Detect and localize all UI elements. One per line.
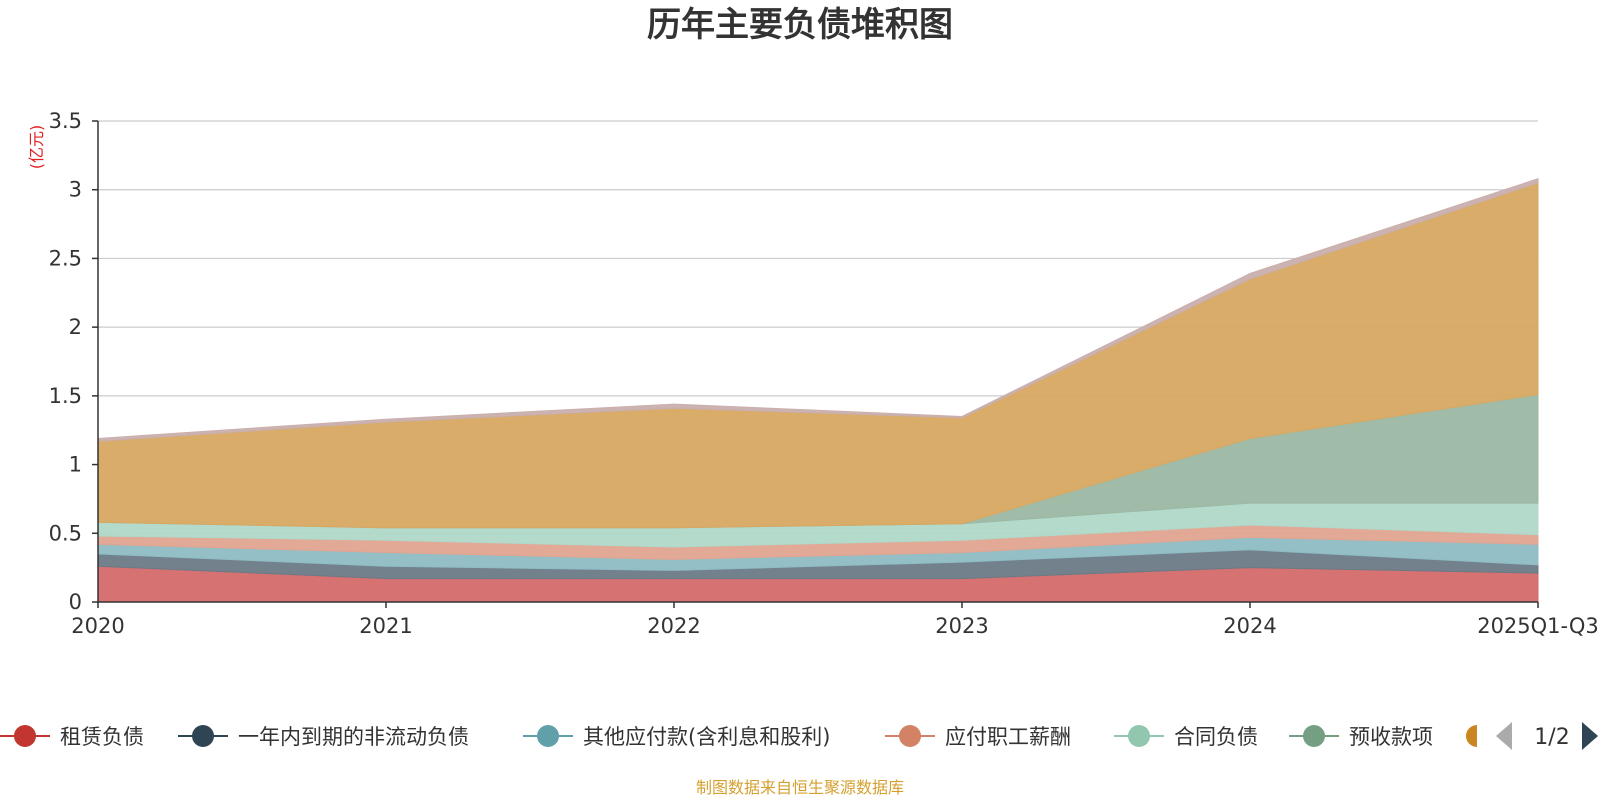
y-axis-ticks: 0 0.5 1 1.5 2 2.5 3 3.5: [49, 109, 98, 614]
legend-item[interactable]: 应付职工薪酬: [885, 725, 1071, 749]
legend-label: 应付职工薪酬: [945, 725, 1071, 749]
x-tick-label: 2025Q1-Q3: [1477, 614, 1599, 638]
legend-next-page-icon[interactable]: [1582, 722, 1598, 750]
y-tick-label: 2: [69, 315, 82, 339]
legend-item[interactable]: 租赁负债: [0, 725, 144, 749]
legend-marker-icon: [1128, 725, 1150, 747]
y-tick-label: 1: [69, 453, 82, 477]
legend-item[interactable]: 合同负债: [1114, 725, 1258, 749]
legend-marker-icon: [14, 725, 36, 747]
x-tick-label: 2023: [935, 614, 988, 638]
legend-label: 预收款项: [1349, 725, 1433, 749]
y-tick-label: 0: [69, 590, 82, 614]
legend-marker-icon: [899, 725, 921, 747]
legend-marker-icon: [192, 725, 214, 747]
y-tick-label: 3: [69, 178, 82, 202]
legend-label: 租赁负债: [60, 725, 144, 749]
axes: [97, 121, 1538, 603]
legend-marker-icon: [1303, 725, 1325, 747]
x-tick-label: 2024: [1223, 614, 1276, 638]
data-source-note: 制图数据来自恒生聚源数据库: [696, 778, 904, 797]
y-axis-unit-label: (亿元): [27, 125, 46, 170]
legend-marker-icon: [537, 725, 559, 747]
y-tick-label: 3.5: [49, 109, 82, 133]
y-tick-label: 2.5: [49, 246, 82, 270]
area-series-group: [97, 178, 1539, 603]
x-tick-label: 2021: [359, 614, 412, 638]
x-tick-label: 2020: [71, 614, 124, 638]
y-tick-label: 1.5: [49, 384, 82, 408]
legend-item[interactable]: 其他应付款(含利息和股利): [523, 725, 830, 749]
legend-label: 一年内到期的非流动负债: [238, 725, 469, 749]
legend-page-indicator: 1/2: [1534, 725, 1569, 750]
x-tick-label: 2022: [647, 614, 700, 638]
legend-item[interactable]: 一年内到期的非流动负债: [178, 725, 469, 749]
legend-partial-marker-icon: [1466, 725, 1477, 747]
legend-item[interactable]: 预收款项: [1289, 725, 1433, 749]
legend-prev-page-icon[interactable]: [1496, 722, 1512, 750]
y-tick-label: 0.5: [49, 521, 82, 545]
chart-title: 历年主要负债堆积图: [647, 5, 953, 45]
legend: 租赁负债 一年内到期的非流动负债 其他应付款(含利息和股利) 应付职工薪酬 合同负债 预收…: [0, 725, 1477, 749]
legend-pager: 1/2: [1496, 722, 1598, 750]
area-series-7[interactable]: [97, 178, 1539, 442]
legend-label: 合同负债: [1174, 725, 1258, 749]
x-axis-ticks: 2020 2021 2022 2023 2024 2025Q1-Q3: [71, 602, 1599, 638]
legend-label: 其他应付款(含利息和股利): [583, 725, 830, 749]
